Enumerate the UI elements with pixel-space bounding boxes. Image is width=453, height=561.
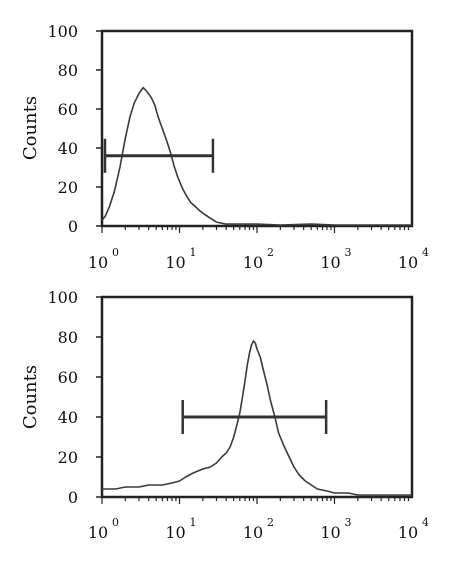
x-tick-label-exponent: 2 (267, 516, 274, 529)
x-tick-label-exponent: 3 (345, 516, 352, 529)
y-tick-label: 0 (68, 217, 78, 236)
y-axis-label: Counts (20, 96, 41, 160)
x-tick-label: 10 (165, 253, 185, 272)
y-tick-label: 80 (58, 61, 78, 80)
plot-frame (100, 295, 414, 499)
y-tick-label: 80 (58, 328, 78, 347)
x-tick-label: 10 (320, 523, 340, 542)
x-tick-label-exponent: 1 (190, 516, 197, 529)
x-tick-label: 10 (398, 253, 418, 272)
y-tick-label: 20 (58, 448, 78, 467)
histogram-line (102, 340, 412, 496)
x-tick-label-exponent: 1 (190, 246, 197, 259)
x-tick-label-exponent: 2 (267, 246, 274, 259)
x-tick-label: 10 (88, 523, 108, 542)
x-tick-label-exponent: 0 (112, 516, 119, 529)
y-tick-label: 20 (58, 178, 78, 197)
x-tick-label: 10 (398, 523, 418, 542)
x-tick-label-exponent: 0 (112, 246, 119, 259)
x-tick-label: 10 (320, 253, 340, 272)
x-tick-label: 10 (165, 523, 185, 542)
plot-frame (100, 29, 414, 228)
y-tick-label: 40 (58, 139, 78, 158)
y-tick-label: 60 (58, 368, 78, 387)
y-tick-label: 100 (47, 22, 78, 41)
x-tick-label-exponent: 3 (345, 246, 352, 259)
y-tick-label: 40 (58, 408, 78, 427)
x-tick-label-exponent: 4 (422, 246, 429, 259)
histogram-line (101, 86, 412, 226)
x-tick-label-exponent: 4 (422, 516, 429, 529)
y-tick-label: 0 (68, 488, 78, 507)
y-axis-label: Counts (20, 365, 41, 429)
x-tick-label: 10 (88, 253, 108, 272)
x-tick-label: 10 (243, 253, 263, 272)
x-tick-label: 10 (243, 523, 263, 542)
y-tick-label: 60 (58, 100, 78, 119)
y-tick-label: 100 (47, 288, 78, 307)
